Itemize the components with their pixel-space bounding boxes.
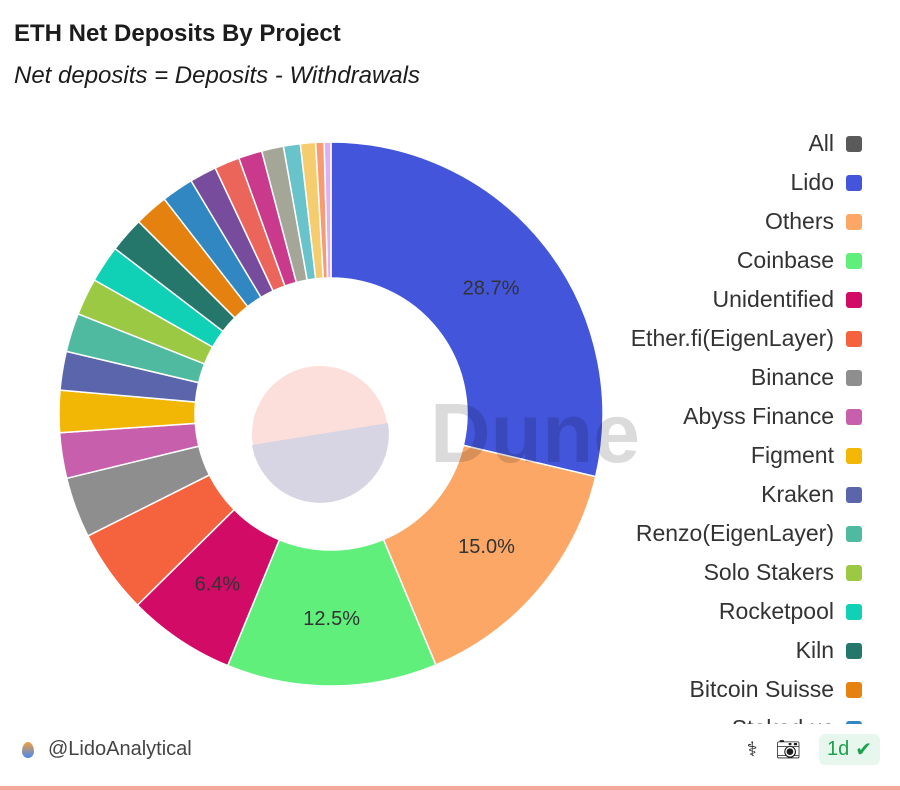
- fork-icon[interactable]: ⚕: [746, 739, 758, 761]
- legend-item[interactable]: Solo Stakers: [562, 553, 862, 592]
- chart-title: ETH Net Deposits By Project: [14, 20, 341, 47]
- legend-swatch: [846, 447, 862, 464]
- dune-logo-watermark: [252, 366, 389, 503]
- slice-label: 12.5%: [303, 608, 360, 630]
- lido-logo-icon: [22, 741, 34, 758]
- legend: All Lido Others Coinbase Unidentified Ether.f…: [562, 124, 862, 724]
- chart-subtitle: Net deposits = Deposits - Withdrawals: [14, 62, 420, 89]
- refresh-badge[interactable]: 1d ✔: [818, 734, 880, 765]
- legend-label: Staked.us: [732, 715, 834, 724]
- legend-item[interactable]: Rocketpool: [562, 592, 862, 631]
- legend-swatch: [846, 135, 862, 152]
- legend-label: All: [808, 130, 834, 156]
- legend-label: Others: [764, 208, 834, 234]
- legend-label: Bitcoin Suisse: [689, 676, 834, 702]
- legend-label: Figment: [750, 442, 834, 468]
- legend-swatch: [846, 681, 862, 698]
- legend-label: Binance: [750, 364, 834, 390]
- legend-item[interactable]: Renzo(EigenLayer): [562, 514, 862, 553]
- legend-item[interactable]: Binance: [562, 358, 862, 397]
- legend-item[interactable]: All: [562, 124, 862, 163]
- dune-watermark: Dune: [430, 386, 640, 480]
- bottom-border: [0, 786, 900, 790]
- legend-swatch: [846, 174, 862, 191]
- legend-label: Coinbase: [736, 247, 834, 273]
- legend-swatch: [846, 330, 862, 347]
- slice-label: 15.0%: [458, 536, 515, 558]
- legend-label: Renzo(EigenLayer): [635, 520, 834, 546]
- legend-item[interactable]: Lido: [562, 163, 862, 202]
- slice-label: 6.4%: [195, 573, 241, 595]
- slice-lido[interactable]: [330, 141, 604, 478]
- verified-icon: ✔: [855, 739, 872, 761]
- legend-swatch: [846, 408, 862, 425]
- legend-swatch: [846, 642, 862, 659]
- refresh-interval: 1d: [826, 738, 850, 760]
- legend-label: Unidentified: [712, 286, 834, 312]
- legend-swatch: [846, 603, 862, 620]
- legend-swatch: [846, 564, 862, 581]
- legend-swatch: [846, 486, 862, 503]
- slice-minor-22[interactable]: [323, 141, 332, 279]
- legend-item[interactable]: Staked.us: [562, 709, 862, 724]
- slice-others[interactable]: [382, 444, 597, 666]
- legend-item[interactable]: Coinbase: [562, 241, 862, 280]
- slice-coinbase[interactable]: [226, 538, 437, 687]
- legend-swatch: [846, 252, 862, 269]
- legend-label: Ether.fi(EigenLayer): [630, 325, 834, 351]
- legend-swatch: [846, 213, 862, 230]
- legend-item[interactable]: Bitcoin Suisse: [562, 670, 862, 709]
- footer: @LidoAnalytical ⚕ 📷︎ 1d ✔: [0, 730, 900, 774]
- legend-swatch: [846, 291, 862, 308]
- legend-item[interactable]: Unidentified: [562, 280, 862, 319]
- legend-item[interactable]: Others: [562, 202, 862, 241]
- legend-label: Lido: [790, 169, 834, 195]
- legend-item[interactable]: Kraken: [562, 475, 862, 514]
- legend-swatch: [846, 525, 862, 542]
- legend-swatch: [846, 369, 862, 386]
- legend-label: Rocketpool: [718, 598, 834, 624]
- legend-item[interactable]: Abyss Finance: [562, 397, 862, 436]
- author-name: @LidoAnalytical: [48, 738, 192, 760]
- legend-item[interactable]: Ether.fi(EigenLayer): [562, 319, 862, 358]
- legend-label: Abyss Finance: [683, 403, 834, 429]
- legend-label: Solo Stakers: [703, 559, 834, 585]
- legend-item[interactable]: Kiln: [562, 631, 862, 670]
- legend-item[interactable]: Figment: [562, 436, 862, 475]
- author-link[interactable]: @LidoAnalytical: [22, 738, 192, 761]
- slice-label: 28.7%: [463, 277, 520, 299]
- donut-chart: Dune 28.7% 15.0% 12.5% 6.4%: [58, 141, 640, 687]
- legend-label: Kiln: [795, 637, 834, 663]
- legend-label: Kraken: [761, 481, 834, 507]
- legend-swatch: [846, 720, 862, 724]
- camera-icon[interactable]: 📷︎: [775, 739, 801, 761]
